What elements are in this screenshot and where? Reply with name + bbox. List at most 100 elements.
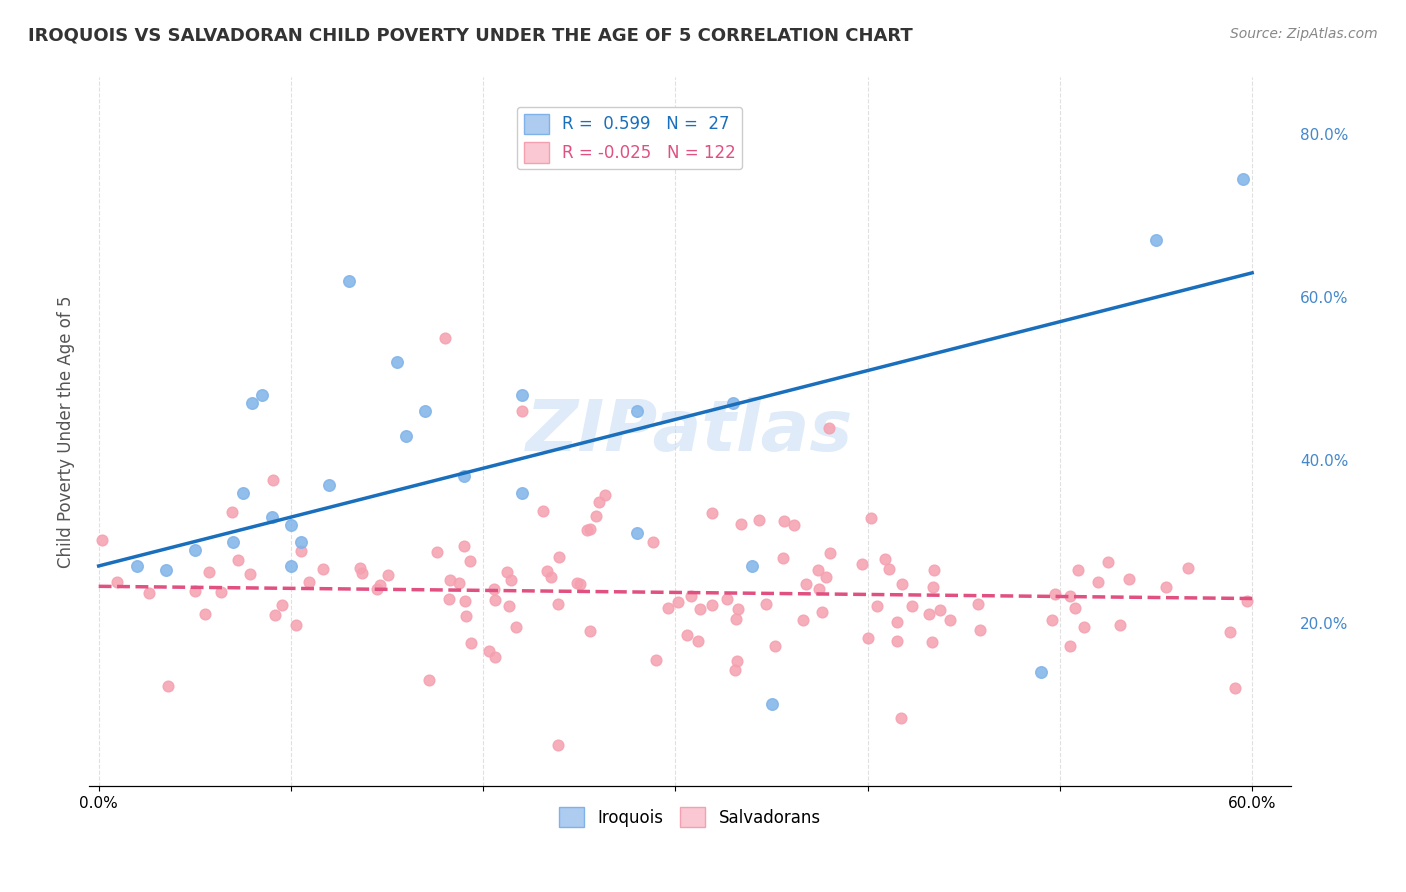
Point [484,649,506,664]
Y-axis label: Child Poverty Under the Age of 5: Child Poverty Under the Age of 5 [58,295,75,568]
Point [1236,594,1258,608]
Point [1087,575,1109,590]
Text: ZIPatlas: ZIPatlas [526,397,853,467]
Point [547,549,569,564]
Point [891,577,914,591]
Point [820,546,842,560]
Point [969,623,991,637]
Point [499,573,522,587]
Point [536,564,558,578]
Point [1177,561,1199,575]
Point [818,420,841,434]
Point [721,396,744,410]
Point [510,485,533,500]
Point [700,598,723,612]
Point [967,598,990,612]
Point [415,404,437,418]
Point [239,566,262,581]
Point [815,569,838,583]
Point [877,561,900,575]
Point [426,545,449,559]
Point [458,554,481,568]
Point [418,673,440,687]
Point [156,679,179,693]
Point [531,504,554,518]
Point [184,542,207,557]
Point [460,636,482,650]
Point [593,488,616,502]
Point [271,599,294,613]
Point [138,586,160,600]
Point [1067,563,1090,577]
Point [1144,233,1167,247]
Point [439,591,461,606]
Point [290,534,312,549]
Text: Source: ZipAtlas.com: Source: ZipAtlas.com [1230,27,1378,41]
Point [741,558,763,573]
Point [890,711,912,725]
Point [811,605,834,619]
Point [588,495,610,509]
Point [496,565,519,579]
Point [478,644,501,658]
Point [567,576,589,591]
Point [439,573,461,587]
Point [453,539,475,553]
Point [456,609,478,624]
Point [222,534,245,549]
Point [260,510,283,524]
Point [312,561,335,575]
Point [873,551,896,566]
Point [643,534,665,549]
Point [856,631,879,645]
Point [1154,580,1177,594]
Point [1118,572,1140,586]
Point [921,635,943,649]
Point [808,582,831,596]
Point [1040,613,1063,627]
Point [1043,587,1066,601]
Point [924,563,946,577]
Point [886,633,908,648]
Point [350,566,373,580]
Point [761,698,783,712]
Point [280,558,302,573]
Point [155,563,177,577]
Point [433,331,456,345]
Point [901,599,924,614]
Point [209,585,232,599]
Point [198,566,221,580]
Point [866,599,889,614]
Point [547,738,569,752]
Point [772,550,794,565]
Point [928,602,950,616]
Point [716,591,738,606]
Point [626,404,648,418]
Point [773,514,796,528]
Text: IROQUOIS VS SALVADORAN CHILD POVERTY UNDER THE AGE OF 5 CORRELATION CHART: IROQUOIS VS SALVADORAN CHILD POVERTY UND… [28,27,912,45]
Point [232,485,254,500]
Point [127,558,149,573]
Point [385,355,408,369]
Point [626,526,648,541]
Point [727,602,749,616]
Point [453,469,475,483]
Point [585,509,607,524]
Point [730,516,752,531]
Point [657,601,679,615]
Point [1029,665,1052,679]
Point [484,592,506,607]
Point [922,580,945,594]
Point [851,558,873,572]
Point [90,533,112,547]
Point [262,473,284,487]
Point [783,517,806,532]
Point [221,505,243,519]
Point [298,575,321,590]
Point [505,620,527,634]
Point [368,578,391,592]
Legend: Iroquois, Salvadorans: Iroquois, Salvadorans [553,800,827,834]
Point [579,624,602,638]
Point [1073,620,1095,634]
Point [226,553,249,567]
